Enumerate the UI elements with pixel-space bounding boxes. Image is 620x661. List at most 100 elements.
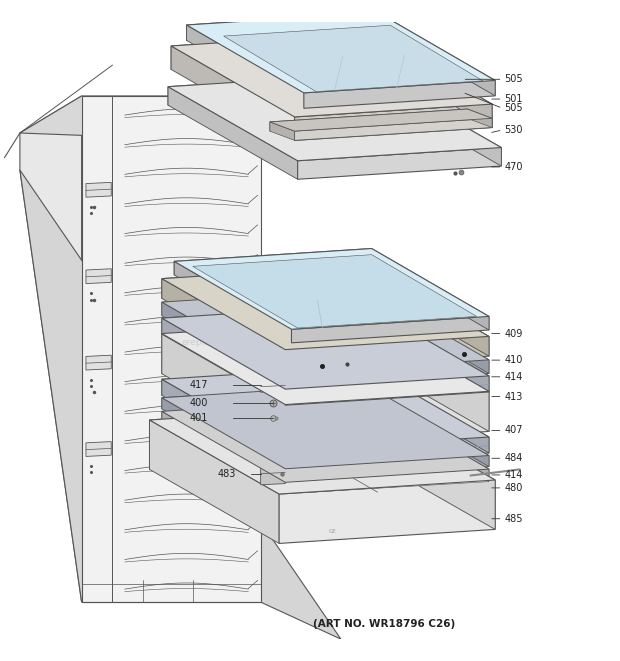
- Polygon shape: [224, 25, 483, 92]
- Polygon shape: [168, 73, 372, 105]
- Polygon shape: [86, 355, 111, 370]
- Polygon shape: [366, 366, 489, 453]
- Polygon shape: [20, 96, 341, 145]
- Polygon shape: [285, 336, 489, 369]
- Polygon shape: [162, 305, 366, 334]
- Polygon shape: [215, 426, 489, 493]
- Polygon shape: [467, 109, 492, 128]
- Polygon shape: [162, 366, 366, 395]
- Text: 401: 401: [190, 413, 208, 423]
- Polygon shape: [187, 25, 304, 108]
- Polygon shape: [366, 385, 489, 467]
- Polygon shape: [366, 321, 489, 432]
- Text: (ART NO. WR18796 C26): (ART NO. WR18796 C26): [313, 619, 455, 629]
- Polygon shape: [187, 13, 495, 93]
- Polygon shape: [270, 109, 467, 131]
- Polygon shape: [162, 289, 366, 316]
- Polygon shape: [304, 81, 495, 108]
- Text: 530: 530: [505, 125, 523, 135]
- Polygon shape: [168, 87, 298, 179]
- Polygon shape: [285, 455, 489, 480]
- Text: 485: 485: [505, 514, 523, 524]
- Text: 505: 505: [505, 103, 523, 113]
- Polygon shape: [86, 442, 111, 456]
- Text: 483: 483: [218, 469, 236, 479]
- Polygon shape: [162, 334, 285, 445]
- Polygon shape: [162, 379, 285, 466]
- Polygon shape: [366, 406, 495, 529]
- Polygon shape: [372, 249, 489, 330]
- Polygon shape: [372, 73, 502, 166]
- Text: 505: 505: [505, 74, 523, 85]
- Polygon shape: [162, 302, 285, 387]
- Polygon shape: [294, 104, 492, 140]
- Polygon shape: [168, 73, 502, 161]
- Polygon shape: [162, 398, 366, 421]
- Text: 410: 410: [505, 355, 523, 365]
- Polygon shape: [82, 96, 260, 602]
- Polygon shape: [20, 170, 341, 639]
- Polygon shape: [294, 118, 492, 140]
- Text: 414: 414: [505, 371, 523, 382]
- Text: 480: 480: [505, 483, 523, 493]
- Polygon shape: [221, 286, 467, 348]
- Polygon shape: [270, 122, 294, 140]
- Text: ereplacementparts.com: ereplacementparts.com: [182, 338, 290, 347]
- Text: 400: 400: [190, 398, 208, 408]
- Polygon shape: [162, 266, 489, 350]
- Polygon shape: [291, 317, 489, 343]
- Polygon shape: [162, 321, 489, 405]
- Polygon shape: [227, 94, 480, 159]
- Polygon shape: [366, 398, 489, 479]
- Polygon shape: [86, 269, 111, 284]
- Text: 409: 409: [505, 329, 523, 338]
- Text: 501: 501: [505, 94, 523, 104]
- Polygon shape: [174, 261, 291, 343]
- Polygon shape: [162, 266, 366, 298]
- Polygon shape: [162, 411, 285, 492]
- Text: 470: 470: [505, 162, 523, 172]
- Polygon shape: [193, 254, 477, 328]
- Polygon shape: [174, 249, 372, 275]
- Polygon shape: [162, 398, 285, 480]
- Polygon shape: [285, 376, 489, 405]
- Polygon shape: [260, 464, 285, 485]
- Polygon shape: [162, 279, 285, 369]
- Polygon shape: [285, 391, 489, 445]
- Polygon shape: [171, 33, 492, 117]
- Polygon shape: [366, 266, 489, 356]
- Polygon shape: [260, 380, 285, 392]
- Polygon shape: [171, 46, 294, 140]
- Polygon shape: [149, 406, 495, 494]
- Polygon shape: [162, 385, 366, 409]
- Polygon shape: [162, 305, 489, 389]
- Polygon shape: [86, 182, 111, 197]
- Polygon shape: [162, 289, 489, 373]
- Polygon shape: [285, 360, 489, 387]
- Polygon shape: [378, 13, 495, 96]
- Polygon shape: [162, 398, 489, 483]
- Polygon shape: [230, 54, 471, 116]
- Text: GE: GE: [329, 529, 336, 534]
- Polygon shape: [270, 109, 492, 131]
- Polygon shape: [174, 249, 489, 329]
- Polygon shape: [279, 480, 495, 543]
- Polygon shape: [162, 321, 366, 373]
- Polygon shape: [149, 406, 366, 469]
- Polygon shape: [171, 33, 369, 69]
- Polygon shape: [149, 420, 279, 543]
- Polygon shape: [20, 96, 82, 602]
- Polygon shape: [298, 147, 502, 179]
- Polygon shape: [285, 469, 489, 492]
- Polygon shape: [366, 289, 489, 373]
- Polygon shape: [162, 366, 489, 450]
- Text: 417: 417: [190, 381, 208, 391]
- Polygon shape: [162, 318, 285, 405]
- Polygon shape: [369, 33, 492, 128]
- Text: 414: 414: [505, 470, 523, 480]
- Text: 413: 413: [505, 391, 523, 401]
- Text: 407: 407: [505, 426, 523, 436]
- Text: 484: 484: [505, 453, 523, 463]
- Polygon shape: [285, 437, 489, 466]
- Polygon shape: [162, 385, 489, 469]
